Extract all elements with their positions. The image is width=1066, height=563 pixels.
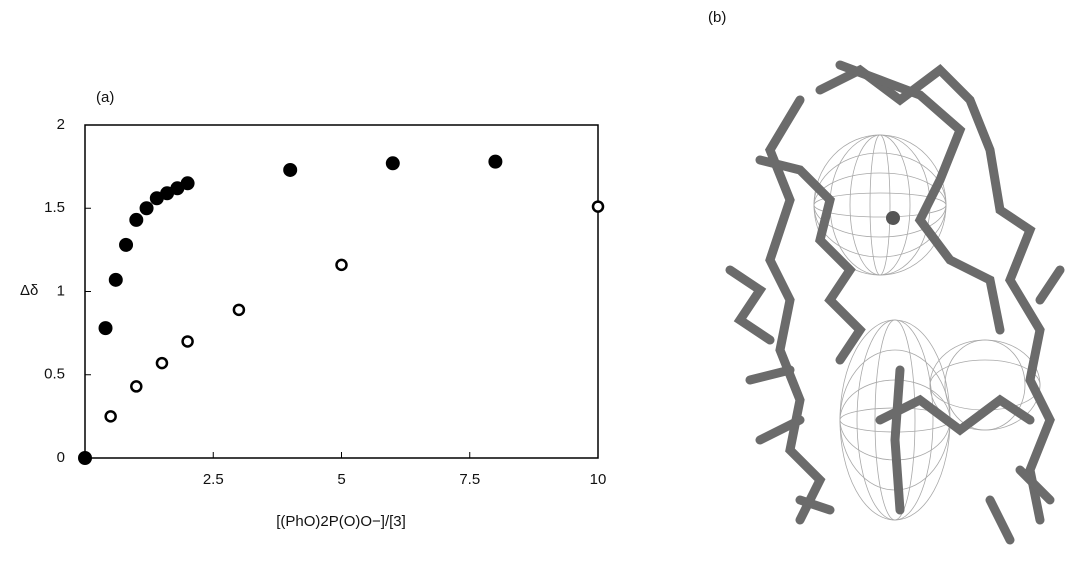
figure: (a) Δδ [(PhO)2P(O)O−]/[3] (b) 0 0.5 1 1.5 2 2… [0, 0, 1066, 558]
data-point [79, 452, 92, 465]
y-axis-label: Δδ [20, 282, 38, 299]
data-point [386, 157, 399, 170]
data-point [131, 381, 141, 391]
x-tick-label: 10 [590, 471, 607, 488]
x-tick-label: 7.5 [459, 471, 480, 488]
x-axis-label: [(PhO)2P(O)O−]/[3] [276, 513, 406, 530]
data-point [120, 238, 133, 251]
y-tick-label: 1.5 [44, 199, 65, 216]
plot-frame [85, 125, 598, 458]
x-tick-label: 2.5 [203, 471, 224, 488]
data-point [109, 273, 122, 286]
x-tick-label: 5 [337, 471, 345, 488]
molecule-image [730, 65, 1060, 540]
data-point [99, 322, 112, 335]
data-point [181, 177, 194, 190]
y-tick-label: 0 [57, 449, 65, 466]
data-point [489, 155, 502, 168]
data-point [130, 213, 143, 226]
data-point [337, 260, 347, 270]
y-tick-label: 1 [57, 282, 65, 299]
data-point [106, 411, 116, 421]
data-point [593, 202, 603, 212]
panel-label: (a) [96, 89, 114, 106]
y-tick-label: 0.5 [44, 366, 65, 383]
data-point [284, 163, 297, 176]
data-point [157, 358, 167, 368]
data-point [234, 305, 244, 315]
y-tick-label: 2 [57, 116, 65, 133]
panel-label: (b) [708, 9, 726, 26]
data-point [183, 336, 193, 346]
data-point [140, 202, 153, 215]
